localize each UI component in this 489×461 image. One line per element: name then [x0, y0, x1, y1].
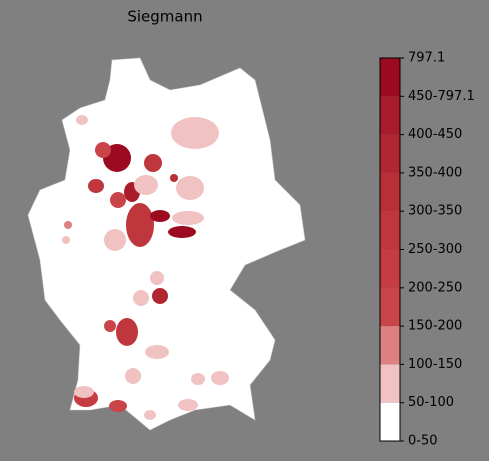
region [64, 221, 72, 229]
colorbar-segment [380, 402, 400, 441]
region [170, 174, 178, 182]
region [109, 400, 127, 412]
colorbar-label: 797.1 [408, 51, 445, 66]
colorbar-label: 400-450 [408, 127, 462, 142]
region [172, 211, 204, 225]
region [178, 399, 198, 411]
region [144, 154, 162, 172]
region [126, 203, 154, 247]
colorbar-label: 250-300 [408, 242, 462, 257]
region [168, 226, 196, 238]
region [110, 192, 126, 208]
colorbar-segment [380, 249, 400, 288]
region [62, 236, 70, 244]
region [191, 373, 205, 385]
region [74, 386, 94, 398]
colorbar-label: 100-150 [408, 357, 462, 372]
colorbar-label: 350-400 [408, 165, 462, 180]
region [152, 288, 168, 304]
colorbar-segment [380, 134, 400, 173]
colorbar-segment [380, 58, 400, 97]
region [88, 179, 104, 193]
colorbar-label: 450-797.1 [408, 89, 475, 104]
region [171, 117, 219, 149]
region [95, 142, 111, 158]
region [134, 175, 158, 195]
colorbar-label: 50-100 [408, 395, 454, 410]
germany-map [27, 57, 306, 431]
region [104, 229, 126, 251]
colorbar-segment [380, 96, 400, 135]
region [176, 176, 204, 200]
region [150, 210, 170, 222]
colorbar-label: 150-200 [408, 319, 462, 334]
colorbar-segment [380, 287, 400, 327]
region [104, 320, 116, 332]
region [150, 271, 164, 285]
region [211, 371, 229, 385]
colorbar-label: 200-250 [408, 280, 462, 295]
map-title: Siegmann [127, 8, 202, 26]
colorbar-segment [380, 326, 400, 365]
region [125, 368, 141, 384]
colorbar: 0-50 50-100 100-150 150-200 200-250 250-300 30… [379, 51, 475, 449]
colorbar-segment [380, 364, 400, 403]
region [116, 318, 138, 346]
region [133, 290, 149, 306]
colorbar-label: 300-350 [408, 204, 462, 219]
region [144, 410, 156, 420]
colorbar-segment [380, 172, 400, 212]
colorbar-label: 0-50 [408, 434, 438, 449]
region [145, 345, 169, 359]
colorbar-segment [380, 211, 400, 250]
region [76, 115, 88, 125]
